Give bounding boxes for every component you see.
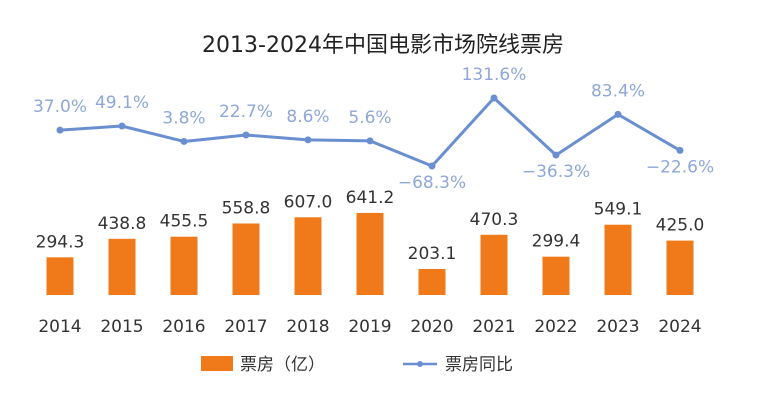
bar-2016 [170,236,198,295]
legend-bar-label: 票房（亿） [240,355,325,375]
x-tick-2022: 2022 [534,317,577,337]
line-label-2017: 22.7% [219,102,273,122]
line-point-2018 [304,136,312,144]
x-tick-2017: 2017 [224,317,267,337]
bar-2017 [232,223,260,295]
line-point-2016 [180,137,188,145]
x-tick-2023: 2023 [596,317,639,337]
line-label-2018: 8.6% [286,107,329,127]
bar-2023 [604,224,632,295]
line-label-2023: 83.4% [591,81,645,101]
line-label-2022: −36.3% [522,162,590,182]
line-point-2024 [676,146,684,154]
x-tick-2015: 2015 [100,317,143,337]
bar-label-2024: 425.0 [656,216,705,236]
bar-label-2018: 607.0 [284,192,333,212]
bar-label-2020: 203.1 [408,244,457,264]
bar-label-2016: 455.5 [160,212,209,232]
line-point-2023 [614,110,622,118]
line-label-2020: −68.3% [398,173,466,193]
bar-label-2017: 558.8 [222,198,271,218]
line-point-2017 [242,131,250,139]
bar-2014 [46,257,74,295]
bar-label-2022: 299.4 [532,232,581,252]
legend-line-label: 票房同比 [445,355,513,375]
bar-label-2023: 549.1 [594,200,643,220]
bar-2018 [294,217,322,295]
x-tick-2019: 2019 [348,317,391,337]
line-point-2019 [366,137,374,145]
line-point-2021 [490,94,498,102]
bar-label-2019: 641.2 [346,188,395,208]
bar-label-2014: 294.3 [36,232,85,252]
x-tick-2024: 2024 [658,317,701,337]
legend-bar-swatch [201,356,233,371]
legend: 票房（亿） 票房同比 [201,355,513,375]
bar-2022 [542,256,570,295]
bar-2015 [108,238,136,295]
line-label-2024: −22.6% [646,157,714,177]
bar-2021 [480,234,508,295]
bar-2019 [356,212,384,295]
line-label-2015: 49.1% [95,93,149,113]
bar-2024 [666,240,694,295]
bar-2020 [418,269,446,295]
x-tick-2018: 2018 [286,317,329,337]
legend-line-marker [417,361,423,367]
x-tick-2020: 2020 [410,317,453,337]
line-label-2016: 3.8% [162,108,205,128]
bar-label-2015: 438.8 [98,214,147,234]
chart-title: 2013-2024年中国电影市场院线票房 [202,33,564,58]
line-point-2015 [118,122,126,130]
line-label-2019: 5.6% [348,108,391,128]
bar-label-2021: 470.3 [470,210,519,230]
x-tick-2014: 2014 [38,317,81,337]
line-label-2014: 37.0% [33,97,87,117]
line-point-2014 [56,126,64,134]
line-point-2022 [552,151,560,159]
x-tick-2021: 2021 [472,317,515,337]
x-tick-2016: 2016 [162,317,205,337]
line-point-2020 [428,162,436,170]
line-label-2021: 131.6% [462,65,527,85]
